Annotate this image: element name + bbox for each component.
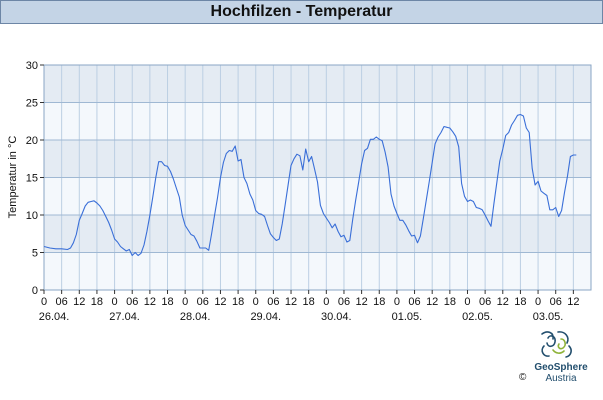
x-tick-label: 12 xyxy=(426,296,438,308)
copyright-symbol: © xyxy=(519,372,527,383)
x-tick-label: 06 xyxy=(56,296,68,308)
x-tick-labels: 0 06 12 18 0 06 12 18 0 06 12 18 0 06 12 18 0 06 12 18 0 06 12… xyxy=(39,290,579,323)
x-tick-label: 0 xyxy=(535,296,541,308)
y-tick-label: 20 xyxy=(26,135,38,147)
x-date-label: 02.05. xyxy=(462,311,493,323)
x-tick-label: 0 xyxy=(464,296,470,308)
x-tick-label: 0 xyxy=(394,296,400,308)
band xyxy=(44,65,591,103)
x-tick-label: 0 xyxy=(253,296,259,308)
x-tick-label: 18 xyxy=(373,296,385,308)
x-date-label: 28.04. xyxy=(180,311,211,323)
x-tick-label: 0 xyxy=(41,296,47,308)
x-tick-label: 12 xyxy=(355,296,367,308)
x-tick-label: 0 xyxy=(112,296,118,308)
x-tick-label: 12 xyxy=(497,296,509,308)
x-tick-label: 0 xyxy=(323,296,329,308)
x-tick-label: 0 xyxy=(182,296,188,308)
y-tick-labels: 0 5 10 15 20 25 30 xyxy=(26,60,44,297)
x-tick-label: 18 xyxy=(514,296,526,308)
x-tick-label: 06 xyxy=(267,296,279,308)
y-tick-label: 0 xyxy=(32,285,38,297)
logo-name: GeoSphere xyxy=(534,362,588,373)
y-tick-label: 25 xyxy=(26,98,38,110)
y-axis-label: Temperatur in °C xyxy=(7,136,19,219)
x-tick-label: 18 xyxy=(232,296,244,308)
band xyxy=(44,215,591,253)
x-tick-label: 12 xyxy=(73,296,85,308)
x-tick-label: 18 xyxy=(91,296,103,308)
y-tick-label: 15 xyxy=(26,173,38,185)
x-tick-label: 06 xyxy=(479,296,491,308)
x-tick-label: 18 xyxy=(444,296,456,308)
x-date-label: 27.04. xyxy=(109,311,140,323)
y-tick-label: 5 xyxy=(32,248,38,260)
series-line-temperature xyxy=(43,113,577,257)
x-tick-label: 12 xyxy=(285,296,297,308)
x-date-label: 29.04. xyxy=(250,311,281,323)
x-tick-label: 06 xyxy=(126,296,138,308)
y-tick-label: 30 xyxy=(26,60,38,72)
x-tick-label: 12 xyxy=(214,296,226,308)
geosphere-logo-icon xyxy=(541,331,572,358)
x-date-label: 30.04. xyxy=(321,311,352,323)
x-tick-label: 06 xyxy=(550,296,562,308)
x-date-label: 26.04. xyxy=(39,311,70,323)
band xyxy=(44,140,591,178)
x-tick-label: 18 xyxy=(161,296,173,308)
chart-title: Hochfilzen - Temperatur xyxy=(0,0,603,24)
x-tick-label: 12 xyxy=(567,296,579,308)
x-tick-label: 06 xyxy=(338,296,350,308)
x-date-label: 01.05. xyxy=(392,311,423,323)
series-group xyxy=(43,113,577,257)
x-tick-label: 12 xyxy=(144,296,156,308)
x-tick-label: 18 xyxy=(303,296,315,308)
x-date-label: 03.05. xyxy=(533,311,564,323)
logo-subtitle: Austria xyxy=(545,373,577,384)
x-tick-label: 06 xyxy=(408,296,420,308)
y-tick-label: 10 xyxy=(26,210,38,222)
x-tick-label: 06 xyxy=(197,296,209,308)
